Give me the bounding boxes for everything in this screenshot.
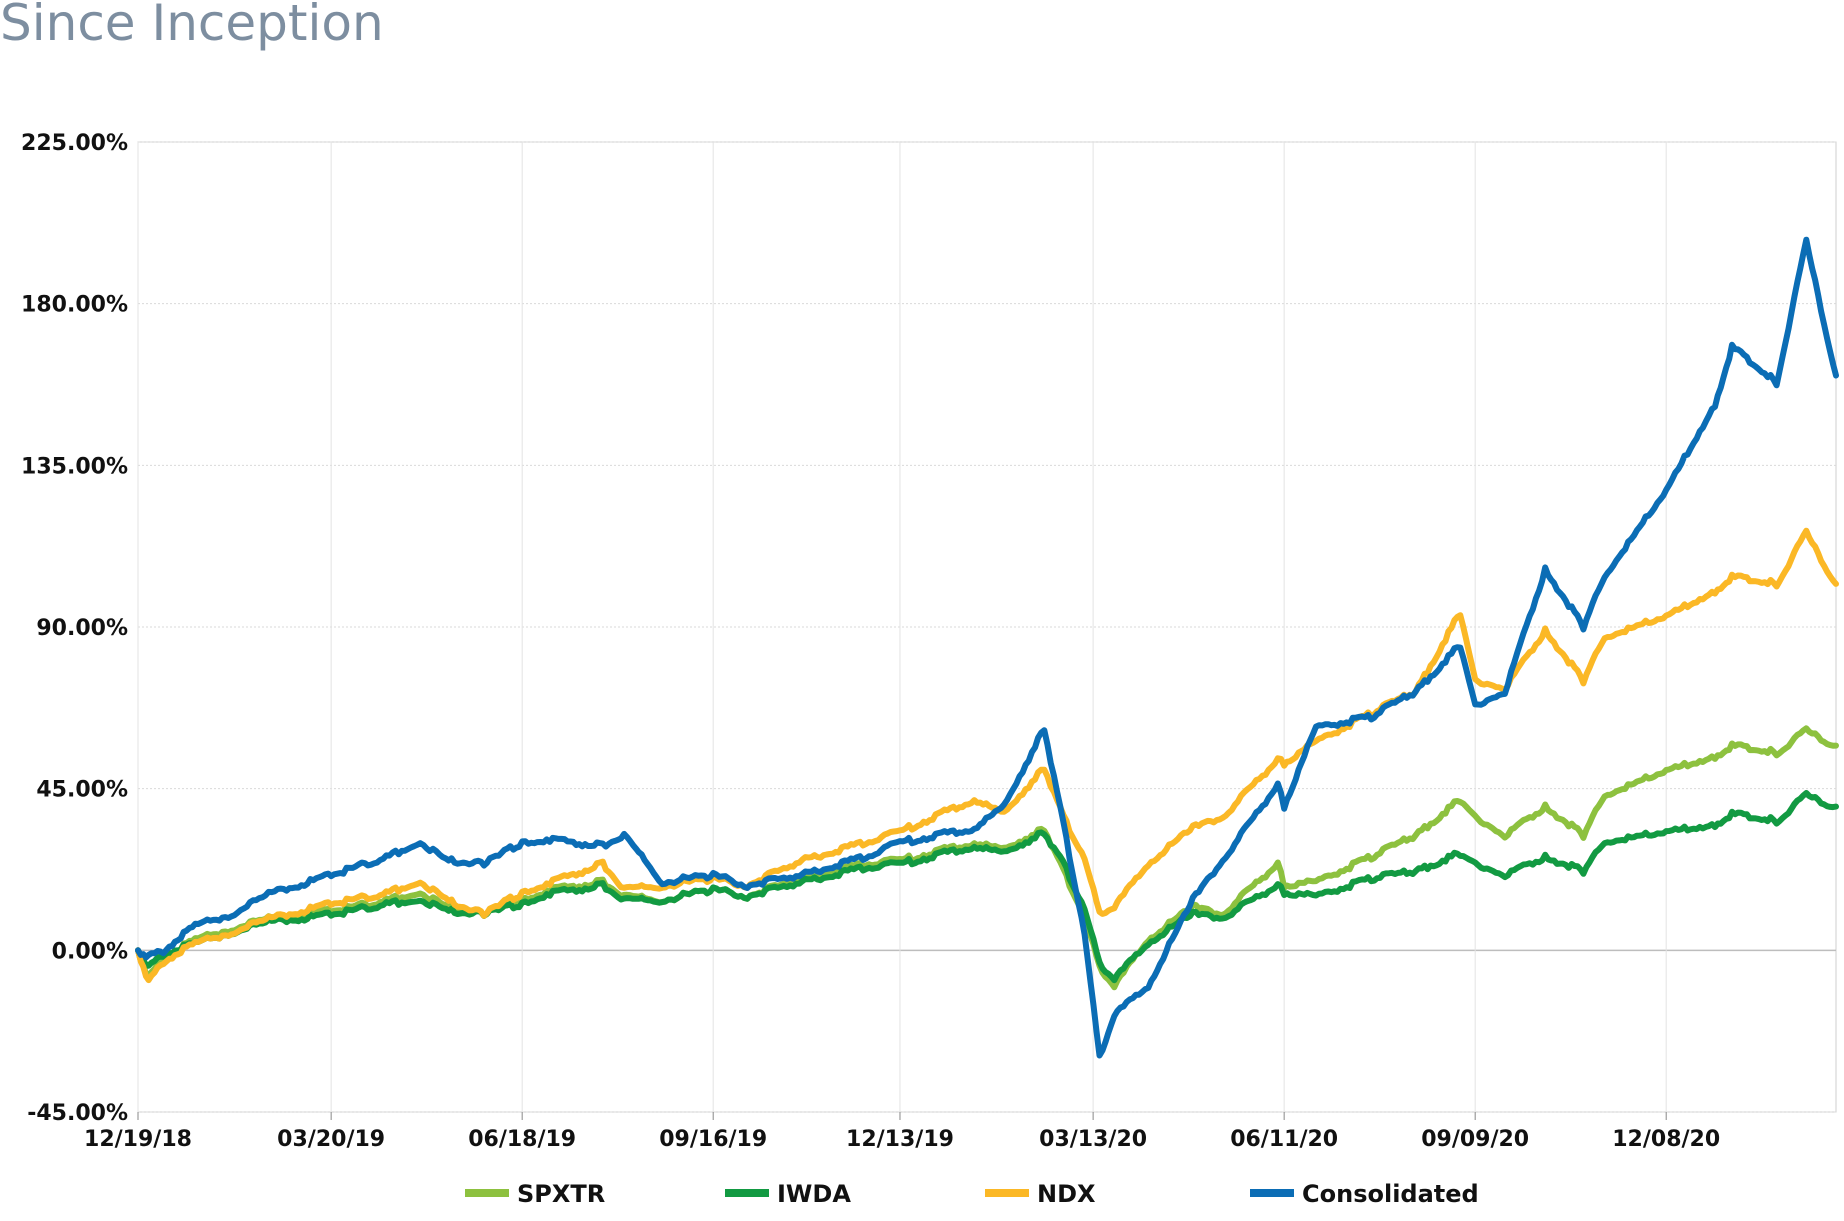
y-tick-label: 0.00%: [52, 939, 128, 964]
legend-label: NDX: [1037, 1180, 1096, 1208]
y-tick-label: 45.00%: [36, 778, 128, 803]
x-tick-label: 12/08/20: [1612, 1127, 1720, 1152]
legend: SPXTR IWDA NDX Consolidated: [465, 1180, 1479, 1208]
series-line-ndx: [135, 527, 1839, 984]
axes: 225.00% 180.00% 135.00% 90.00% 45.00% 0.00% -4…: [21, 131, 1720, 1152]
x-tick-label: 09/16/19: [659, 1127, 767, 1152]
series-line-consolidated: [135, 236, 1839, 1059]
y-tick-label: 90.00%: [36, 616, 128, 641]
y-tick-label: 180.00%: [21, 293, 128, 318]
x-tick-label: 09/09/20: [1421, 1127, 1529, 1152]
legend-label: IWDA: [777, 1180, 851, 1208]
series-line-spxtr: [135, 725, 1839, 991]
y-tick-label: 135.00%: [21, 454, 128, 479]
x-tick-label: 03/13/20: [1039, 1127, 1147, 1152]
legend-label: SPXTR: [517, 1180, 605, 1208]
x-tick-label: 06/11/20: [1230, 1127, 1338, 1152]
x-tick-label: 06/18/19: [468, 1127, 576, 1152]
y-tick-label: 225.00%: [21, 131, 128, 156]
legend-label: Consolidated: [1302, 1180, 1479, 1208]
grid: [137, 141, 1837, 1113]
x-tick-label: 03/20/19: [277, 1127, 385, 1152]
x-tick-label: 12/13/19: [846, 1127, 954, 1152]
series-layer: [135, 236, 1839, 1059]
x-tick-label: 12/19/18: [84, 1127, 192, 1152]
series-line-iwda: [135, 790, 1839, 984]
chart-title: Since Inception: [0, 0, 384, 52]
y-tick-label: -45.00%: [27, 1101, 128, 1126]
